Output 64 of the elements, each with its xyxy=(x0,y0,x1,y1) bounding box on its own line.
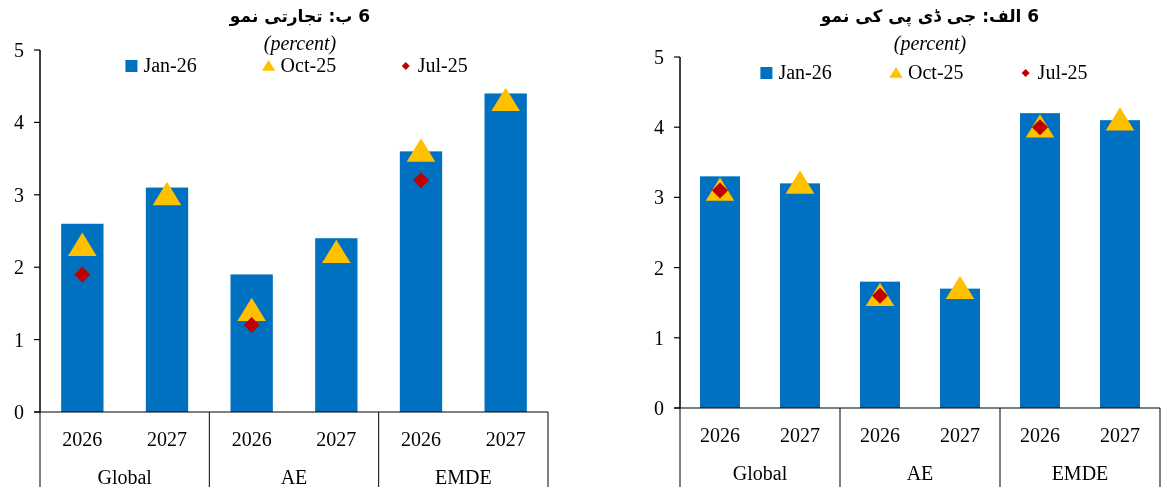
point xyxy=(68,232,97,256)
legend-label: Jan-26 xyxy=(778,61,832,83)
x-tick-label: 2026 xyxy=(700,424,740,446)
point xyxy=(152,181,182,206)
x-tick-label: 2027 xyxy=(1100,424,1140,446)
x-tick-label: 2026 xyxy=(860,424,900,446)
bar xyxy=(700,176,740,408)
y-tick-label: 3 xyxy=(14,183,24,206)
x-tick-label: 2026 xyxy=(1020,424,1060,446)
x-tick-label: 2026 xyxy=(62,428,103,450)
legend-label: Jul-25 xyxy=(1037,61,1088,83)
bar xyxy=(780,183,820,408)
x-tick-label: 2027 xyxy=(147,428,187,450)
point xyxy=(945,275,975,300)
y-tick-label: 2 xyxy=(14,256,24,279)
y-tick-label: 0 xyxy=(654,397,664,419)
y-tick-label: 1 xyxy=(654,326,664,349)
point xyxy=(406,138,436,162)
chart-subtitle: (percent) xyxy=(893,32,967,55)
chart-subtitle: (percent) xyxy=(263,32,337,55)
bar xyxy=(484,93,527,412)
point xyxy=(322,239,351,264)
point xyxy=(237,297,266,322)
point xyxy=(1105,107,1135,131)
bar xyxy=(1020,113,1060,408)
y-tick-label: 5 xyxy=(654,46,664,68)
y-tick-label: 4 xyxy=(14,111,24,134)
y-tick-label: 5 xyxy=(14,39,24,61)
x-tick-label: 2027 xyxy=(316,428,357,450)
text: EMDE xyxy=(435,466,492,488)
bar xyxy=(315,238,358,412)
point xyxy=(785,170,815,194)
bar xyxy=(230,274,273,412)
bar xyxy=(61,223,104,412)
chart-title: 6 ب: تجارتی نمو xyxy=(228,6,371,27)
legend-label: Jan-26 xyxy=(143,54,197,76)
bar xyxy=(145,187,189,412)
legend-label: Oct-25 xyxy=(908,61,964,83)
legend-label: Oct-25 xyxy=(280,54,337,76)
text: EMDE xyxy=(1051,462,1109,484)
point xyxy=(491,87,520,112)
x-tick-label: 2026 xyxy=(401,428,441,450)
y-tick-label: 4 xyxy=(654,116,664,139)
point xyxy=(413,172,429,189)
text: Global xyxy=(97,466,153,488)
bar xyxy=(940,288,980,408)
bar xyxy=(399,151,443,412)
x-tick-label: 2026 xyxy=(231,428,272,450)
text: AE xyxy=(906,462,934,484)
y-tick-label: 0 xyxy=(14,401,24,423)
y-tick-label: 3 xyxy=(654,186,664,209)
point xyxy=(243,317,260,334)
point xyxy=(74,266,91,283)
x-tick-label: 2027 xyxy=(940,424,980,446)
bar xyxy=(1100,120,1140,408)
x-tick-label: 2027 xyxy=(780,424,820,446)
text: AE xyxy=(280,466,308,488)
legend-label: Jul-25 xyxy=(417,54,468,76)
y-tick-label: 1 xyxy=(14,328,24,351)
bar xyxy=(860,281,900,408)
text: Global xyxy=(732,462,788,484)
x-tick-label: 2027 xyxy=(485,428,526,450)
chart-title: 6 الف: جی ڈی پی کی نمو xyxy=(819,6,1040,27)
y-tick-label: 2 xyxy=(654,256,664,279)
